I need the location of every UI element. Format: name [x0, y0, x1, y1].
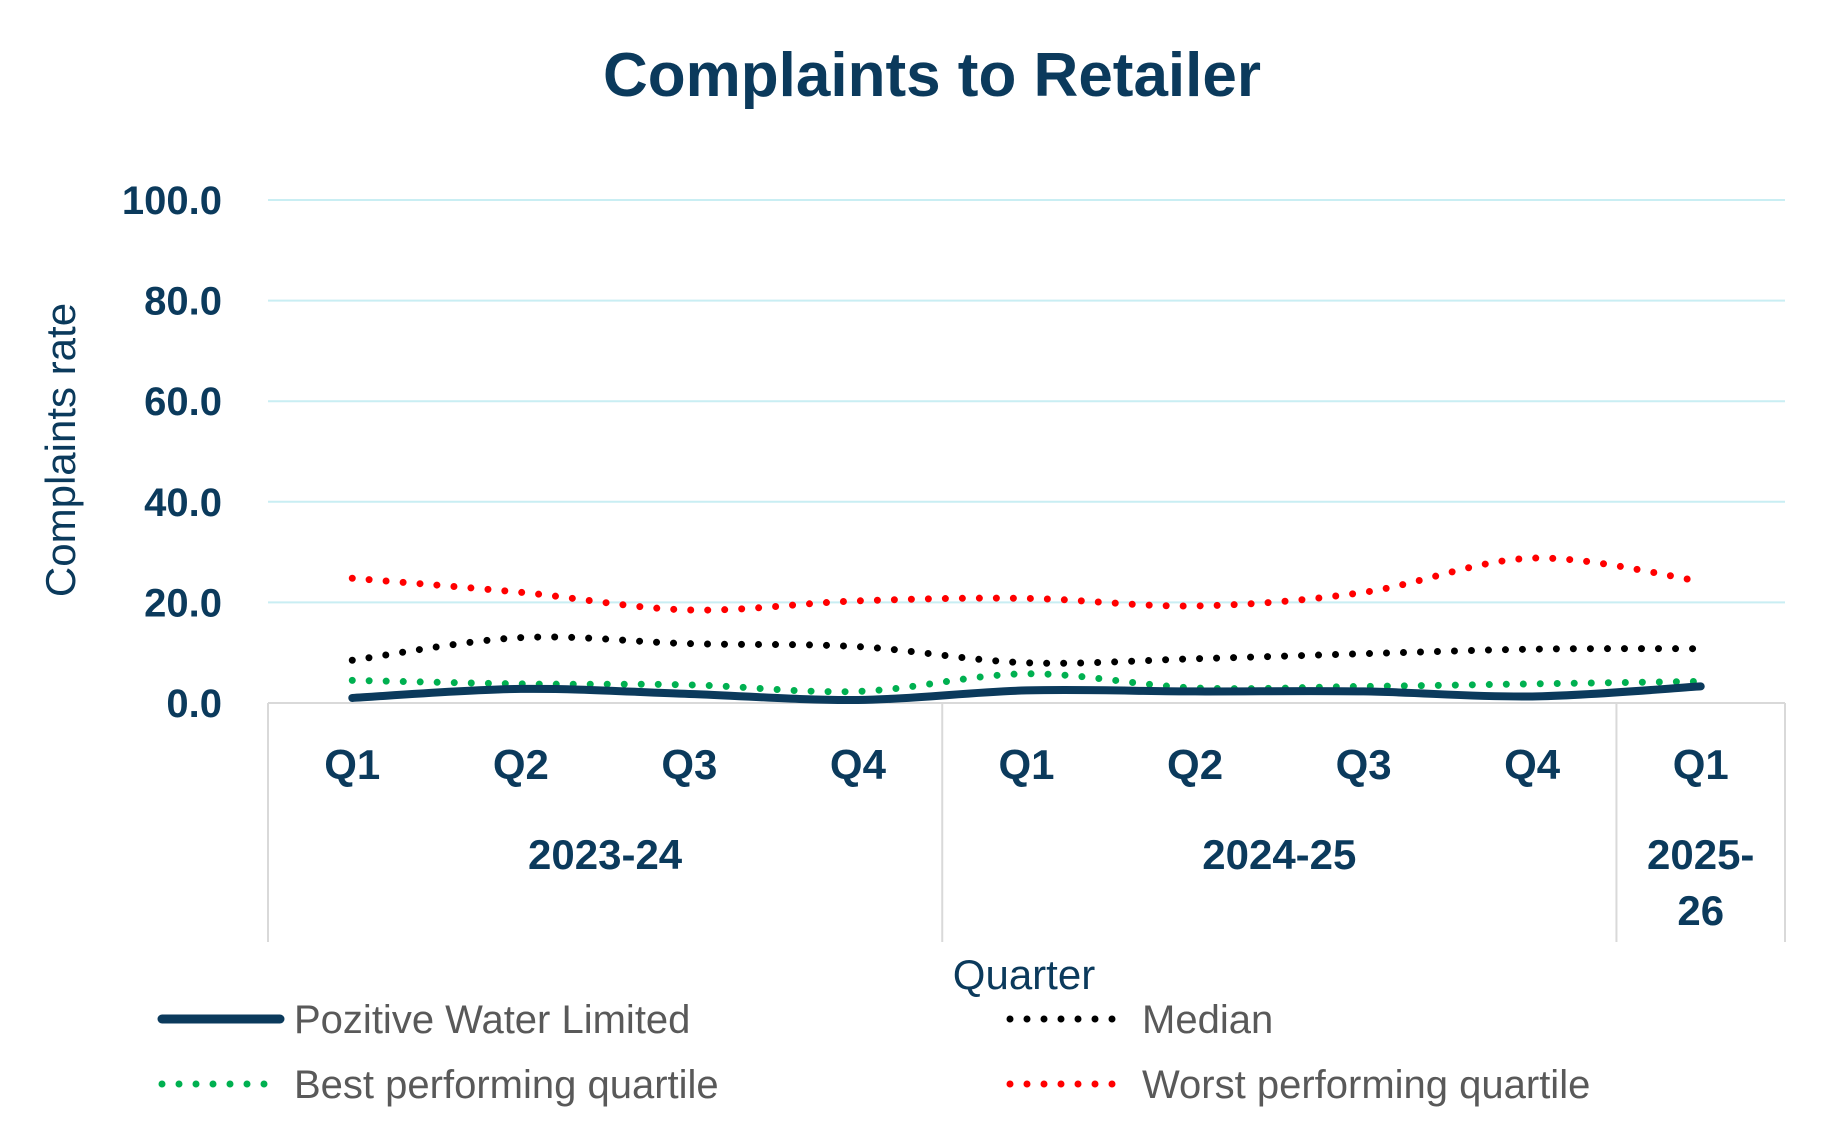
x-tick-label: Q3: [661, 741, 717, 788]
data-point-worst-performing-quartile: [1700, 581, 1701, 582]
x-tick-label: Q2: [493, 741, 549, 788]
x-axis: Q1 Q2 Q3 Q4 Q1 Q2 Q3 Q4 Q1 2023-24 2024-25 2025- 26: [267, 702, 1786, 942]
data-point-median: [1195, 658, 1196, 659]
data-point-worst-performing-quartile: [1532, 558, 1533, 559]
data-point-best-performing-quartile: [1700, 681, 1701, 682]
data-point-worst-performing-quartile: [352, 578, 353, 579]
data-point-median: [689, 643, 690, 644]
y-tick-label: 0.0: [166, 682, 222, 726]
y-tick-label: 20.0: [144, 581, 222, 625]
legend-label-median: Median: [1142, 998, 1273, 1042]
y-tick-label: 40.0: [144, 481, 222, 525]
x-tick-label: Q3: [1336, 741, 1392, 788]
data-point-worst-performing-quartile: [520, 592, 521, 593]
data-point-median: [352, 660, 353, 661]
x-tick-label: Q1: [1673, 741, 1729, 788]
data-point-pozitive-water-limited: [857, 699, 858, 700]
x-tick-label: Q1: [998, 741, 1054, 788]
data-point-median: [1532, 649, 1533, 650]
data-point-pozitive-water-limited: [1195, 691, 1196, 692]
x-group-label: 2024-25: [1202, 831, 1356, 878]
data-point-worst-performing-quartile: [689, 609, 690, 610]
data-point-worst-performing-quartile: [857, 600, 858, 601]
legend-label-worst-performing-quartile: Worst performing quartile: [1142, 1063, 1590, 1107]
x-group-label: 2025-: [1647, 831, 1754, 878]
data-point-median: [1026, 662, 1027, 663]
y-tick-label: 80.0: [144, 280, 222, 324]
series-line-pozitive-water-limited: [348, 682, 1705, 705]
data-point-pozitive-water-limited: [1532, 696, 1533, 697]
data-point-best-performing-quartile: [352, 680, 353, 681]
data-point-median: [857, 646, 858, 647]
data-point-pozitive-water-limited: [1700, 686, 1701, 687]
y-tick-label: 60.0: [144, 380, 222, 424]
x-tick-label: Q4: [1504, 741, 1561, 788]
y-tick-label: 100.0: [122, 179, 222, 223]
data-point-median: [1363, 653, 1364, 654]
legend-label-pozitive-water-limited: Pozitive Water Limited: [294, 998, 690, 1042]
x-tick-label: Q2: [1167, 741, 1223, 788]
data-point-pozitive-water-limited: [1026, 690, 1027, 691]
data-point-worst-performing-quartile: [1026, 598, 1027, 599]
series-line-worst-performing-quartile: [348, 554, 1705, 614]
data-point-median: [520, 637, 521, 638]
x-group-label: 26: [1677, 887, 1724, 934]
data-point-best-performing-quartile: [1026, 673, 1027, 674]
x-tick-label: Q4: [830, 741, 887, 788]
data-point-pozitive-water-limited: [520, 688, 521, 689]
y-axis-label: Complaints rate: [37, 303, 84, 597]
data-point-median: [1700, 648, 1701, 649]
series-line-best-performing-quartile: [348, 670, 1705, 696]
data-point-best-performing-quartile: [857, 691, 858, 692]
gridlines: [268, 199, 1785, 604]
y-tick-labels: 0.0 20.0 40.0 60.0 80.0 100.0: [122, 179, 222, 726]
data-point-best-performing-quartile: [1532, 683, 1533, 684]
data-point-pozitive-water-limited: [1363, 691, 1364, 692]
series-lines: [348, 554, 1705, 705]
data-point-best-performing-quartile: [689, 684, 690, 685]
data-point-best-performing-quartile: [1363, 686, 1364, 687]
legend: Pozitive Water Limited Median Best perform…: [157, 998, 1590, 1107]
data-point-pozitive-water-limited: [689, 693, 690, 694]
series-line-median: [348, 633, 1705, 667]
x-group-label: 2023-24: [528, 831, 683, 878]
data-point-worst-performing-quartile: [1363, 592, 1364, 593]
data-point-worst-performing-quartile: [1195, 605, 1196, 606]
legend-label-best-performing-quartile: Best performing quartile: [294, 1063, 719, 1107]
chart-title: Complaints to Retailer: [603, 41, 1261, 110]
x-axis-label: Quarter: [953, 951, 1095, 998]
data-point-best-performing-quartile: [520, 683, 521, 684]
x-tick-label: Q1: [324, 741, 380, 788]
data-point-pozitive-water-limited: [352, 697, 353, 698]
